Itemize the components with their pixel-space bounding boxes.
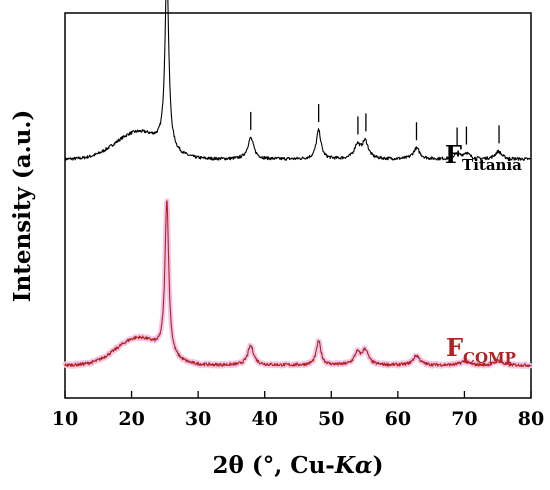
series-line-comp: [64, 200, 532, 368]
series-label-comp: FCOMP: [446, 333, 516, 367]
x-tick-label: 30: [185, 408, 211, 430]
x-tick-label: 80: [518, 408, 544, 430]
x-tick-label: 20: [118, 408, 144, 430]
x-tick-label: 70: [451, 408, 477, 430]
x-axis-title: 2θ (°, Cu-Kα): [213, 452, 384, 479]
series-group: [62, 0, 534, 370]
x-tick-label: 60: [385, 408, 411, 430]
x-tick-label: 40: [251, 408, 277, 430]
x-tick-label: 10: [52, 408, 78, 430]
series-line-titania: [64, 0, 532, 161]
plot-frame: [64, 12, 532, 399]
reference-markers: [250, 104, 500, 146]
series-label-titania: FTitania: [445, 140, 522, 174]
x-tick-label: 50: [318, 408, 344, 430]
x-ticks: 10 20 30 40 50 60 70 80: [52, 391, 544, 430]
y-axis-title: Intensity (a.u.): [9, 110, 36, 303]
